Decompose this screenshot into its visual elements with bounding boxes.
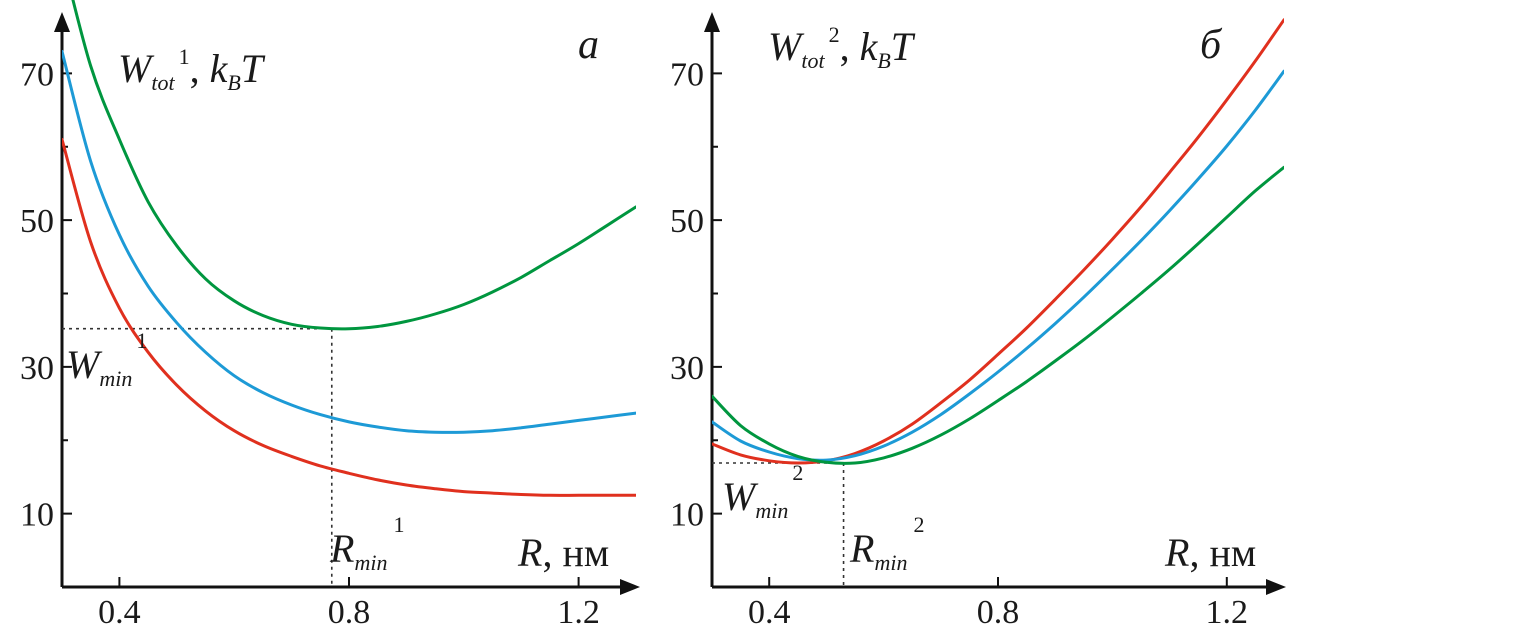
x-tick-label: 0.8 — [328, 594, 371, 631]
y-tick-label: 10 — [670, 497, 704, 534]
tick-labels: 10 30 50 70 0.4 0.8 1.2 — [20, 56, 600, 631]
y-tick-label: 50 — [20, 203, 54, 240]
x-tick-label: 0.4 — [748, 594, 791, 631]
tick-marks — [712, 72, 1228, 587]
series-line — [62, 137, 636, 497]
y-tick-label: 70 — [670, 56, 704, 93]
curves — [62, 0, 636, 497]
x-tick-label: 0.8 — [977, 594, 1020, 631]
x-axis-label: R, нм — [1164, 530, 1256, 575]
y-tick-label: 10 — [20, 497, 54, 534]
curves — [712, 18, 1284, 465]
tick-labels: 10 30 50 70 0.4 0.8 1.2 — [670, 56, 1248, 631]
y-axis-label: Wtot1, kBT — [118, 44, 266, 95]
x-tick-label: 1.2 — [557, 594, 600, 631]
y-tick-label: 70 — [20, 56, 54, 93]
y-axis — [54, 12, 70, 587]
y-axis — [704, 12, 720, 587]
w-min-label: Wmin1 — [66, 328, 147, 391]
panel-label: а — [578, 22, 599, 68]
panel-b: 10 30 50 70 0.4 0.8 1.2 Wtot2, kBT б R, нм Wmi… — [670, 12, 1286, 631]
w-min-label: Wmin2 — [722, 460, 803, 523]
x-axis — [712, 579, 1286, 595]
y-tick-label: 30 — [670, 350, 704, 387]
series-line — [62, 49, 636, 434]
panel-label: б — [1200, 22, 1223, 68]
x-tick-label: 0.4 — [98, 594, 141, 631]
r-min-label: Rmin1 — [329, 512, 404, 575]
y-axis-label: Wtot2, kBT — [768, 22, 916, 73]
series-line — [712, 165, 1284, 465]
r-min-label: Rmin2 — [849, 512, 924, 575]
x-axis-label: R, нм — [517, 530, 609, 575]
x-axis — [62, 579, 640, 595]
y-tick-label: 50 — [670, 203, 704, 240]
panel-a: 10 30 50 70 0.4 0.8 1.2 Wtot1, kBT а R, нм Wmi… — [20, 0, 640, 631]
x-tick-label: 1.2 — [1206, 594, 1249, 631]
y-tick-label: 30 — [20, 350, 54, 387]
series-line — [71, 0, 636, 331]
min-guides — [62, 327, 333, 587]
series-line — [712, 18, 1284, 465]
